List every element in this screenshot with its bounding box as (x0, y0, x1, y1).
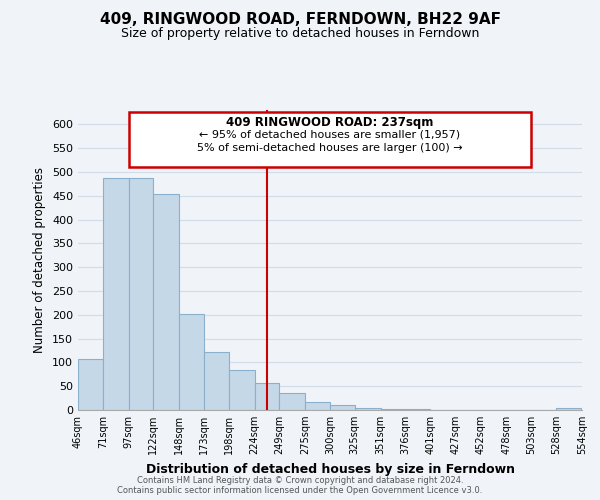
Text: 409 RINGWOOD ROAD: 237sqm: 409 RINGWOOD ROAD: 237sqm (226, 116, 434, 129)
FancyBboxPatch shape (128, 112, 532, 167)
Bar (254, 383, 280, 410)
Text: 5% of semi-detached houses are larger (100) →: 5% of semi-detached houses are larger (1… (197, 143, 463, 153)
Bar (128, 178, 154, 410)
Bar (355, 408, 380, 410)
Bar (179, 314, 204, 410)
Bar (556, 408, 581, 410)
Text: Size of property relative to detached houses in Ferndown: Size of property relative to detached ho… (121, 28, 479, 40)
Text: Contains public sector information licensed under the Open Government Licence v3: Contains public sector information licen… (118, 486, 482, 495)
Bar (204, 352, 229, 410)
Bar (305, 402, 330, 410)
Text: ← 95% of detached houses are smaller (1,957): ← 95% of detached houses are smaller (1,… (199, 130, 461, 140)
Text: 409, RINGWOOD ROAD, FERNDOWN, BH22 9AF: 409, RINGWOOD ROAD, FERNDOWN, BH22 9AF (100, 12, 500, 28)
Bar (330, 405, 355, 410)
Bar (380, 409, 406, 410)
Text: Contains HM Land Registry data © Crown copyright and database right 2024.: Contains HM Land Registry data © Crown c… (137, 476, 463, 485)
Bar (229, 370, 254, 410)
Bar (154, 194, 179, 410)
X-axis label: Distribution of detached houses by size in Ferndown: Distribution of detached houses by size … (146, 462, 515, 475)
Bar (103, 178, 128, 410)
Y-axis label: Number of detached properties: Number of detached properties (34, 167, 46, 353)
Bar (78, 359, 103, 410)
Bar (280, 394, 305, 410)
Bar (406, 408, 430, 410)
